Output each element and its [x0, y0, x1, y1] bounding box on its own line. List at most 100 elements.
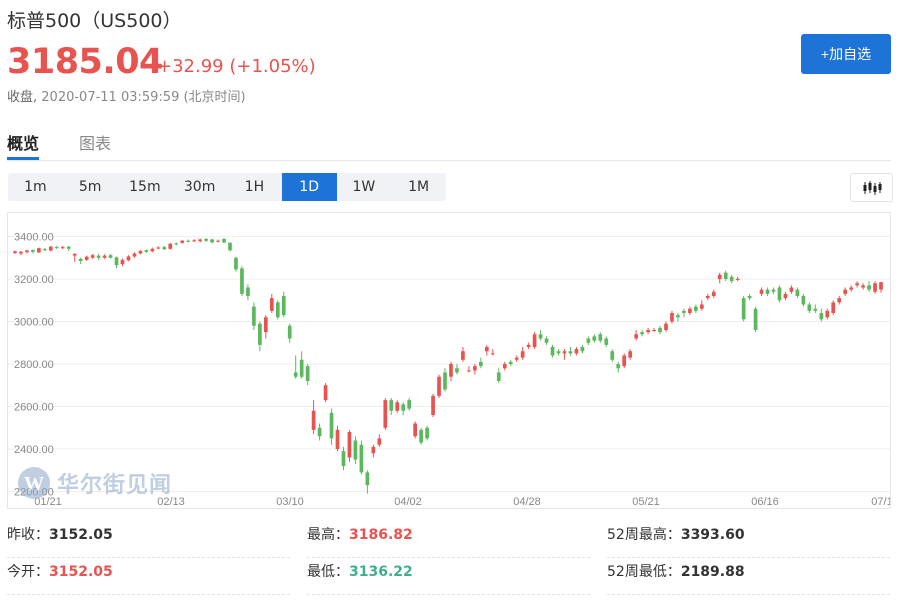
candle-body	[544, 338, 549, 343]
change-value: +32.99	[157, 56, 224, 77]
candle-body	[514, 357, 519, 360]
candle-body	[323, 385, 328, 401]
period-5m[interactable]: 5m	[78, 179, 102, 195]
chart-type-button[interactable]	[850, 173, 893, 202]
candle-body	[162, 247, 167, 250]
candle-body	[831, 302, 836, 313]
candle-body	[395, 402, 400, 411]
candle-body	[281, 296, 286, 316]
candle-body	[688, 308, 692, 313]
candlestick-icon	[863, 180, 881, 195]
page-title: 标普500（US500）	[7, 10, 182, 32]
candle-body	[682, 310, 686, 313]
candle-body	[222, 239, 226, 243]
candle-body	[192, 240, 197, 242]
candle-body	[520, 351, 525, 358]
candle-body	[365, 472, 370, 486]
period-30m[interactable]: 30m	[183, 179, 216, 195]
candle-body	[562, 351, 567, 354]
stat-high: 最高：3186.82	[307, 524, 590, 558]
period-15m[interactable]: 15m	[129, 179, 161, 195]
y-tick-label: 2800.00	[14, 359, 54, 371]
candle-body	[807, 304, 812, 311]
price-chart[interactable]: 3400.00 3200.00 3000.00 2800.00 2600.00 2400.…	[7, 212, 893, 509]
stat-label: 昨收：	[7, 527, 49, 543]
stat-value: 3186.82	[349, 527, 413, 543]
candle-body	[317, 427, 322, 437]
candle-body	[66, 246, 71, 249]
candle-body	[78, 258, 83, 261]
candle-body	[60, 247, 65, 249]
candle-body	[789, 287, 794, 292]
candle-body	[592, 336, 597, 341]
period-1h[interactable]: 1H	[244, 179, 265, 195]
candle-body	[425, 427, 429, 439]
candle-body	[879, 282, 883, 290]
candle-body	[204, 239, 208, 241]
candle-body	[419, 429, 423, 443]
y-tick-label: 3200.00	[14, 274, 54, 286]
candle-body	[473, 366, 477, 371]
period-1d[interactable]: 1D	[281, 173, 337, 201]
candle-body	[616, 364, 621, 369]
candle-body	[496, 372, 501, 381]
stat-value: 3152.05	[49, 527, 113, 543]
candle-body	[568, 351, 573, 354]
candle-body	[801, 296, 806, 305]
candle-body	[138, 250, 143, 254]
candle-body	[156, 247, 161, 249]
candle-body	[532, 334, 537, 347]
tab-chart[interactable]: 图表	[79, 134, 112, 153]
candle-body	[234, 257, 238, 270]
candle-body	[299, 359, 304, 377]
candle-body	[150, 248, 155, 252]
candle-body	[246, 287, 250, 296]
candle-body	[819, 313, 824, 320]
candle-body	[437, 376, 441, 396]
candle-body	[371, 446, 376, 454]
candle-body	[126, 256, 131, 261]
candle-body	[795, 289, 800, 296]
svg-text:W: W	[24, 473, 44, 495]
candle-body	[431, 395, 435, 415]
candle-body	[753, 308, 758, 330]
candle-body	[867, 285, 871, 290]
candle-body	[144, 250, 149, 252]
candle-body	[90, 255, 95, 258]
candle-body	[168, 243, 173, 249]
y-tick-label: 2600.00	[14, 402, 54, 414]
add-watchlist-button[interactable]: +加自选	[801, 34, 891, 74]
tab-overview[interactable]: 概览	[7, 134, 40, 153]
candle-body	[467, 370, 471, 372]
period-1mo[interactable]: 1M	[408, 179, 430, 195]
candlestick-chart: 3400.00 3200.00 3000.00 2800.00 2600.00 2400.…	[8, 232, 893, 508]
candle-body	[783, 293, 788, 299]
watermark-text: 华尔街见闻	[57, 473, 173, 498]
candle-body	[389, 400, 394, 411]
candle-body	[843, 289, 848, 294]
y-tick-label: 2400.00	[14, 444, 54, 456]
candle-body	[377, 438, 382, 445]
x-tick-label: 02/13	[157, 496, 185, 508]
y-tick-label: 3000.00	[14, 317, 54, 329]
candle-body	[293, 372, 298, 377]
candle-body	[186, 240, 191, 242]
candle-body	[873, 283, 877, 292]
candle-body	[449, 364, 453, 377]
candle-body	[443, 372, 447, 390]
candle-body	[610, 351, 615, 360]
candle-body	[174, 243, 179, 245]
candle-body	[598, 334, 603, 341]
candle-body	[658, 327, 662, 333]
candle-body	[586, 338, 591, 343]
period-1m[interactable]: 1m	[24, 179, 47, 195]
candle-body	[455, 368, 459, 373]
candle-body	[604, 338, 609, 345]
stat-low: 最低：3136.22	[307, 561, 590, 595]
candle-body	[258, 323, 262, 345]
x-tick-label: 06/16	[751, 496, 779, 508]
stat-label: 最高：	[307, 527, 349, 543]
candle-body	[108, 255, 113, 258]
period-1w[interactable]: 1W	[352, 179, 376, 195]
x-tick-label: 04/28	[513, 496, 541, 508]
